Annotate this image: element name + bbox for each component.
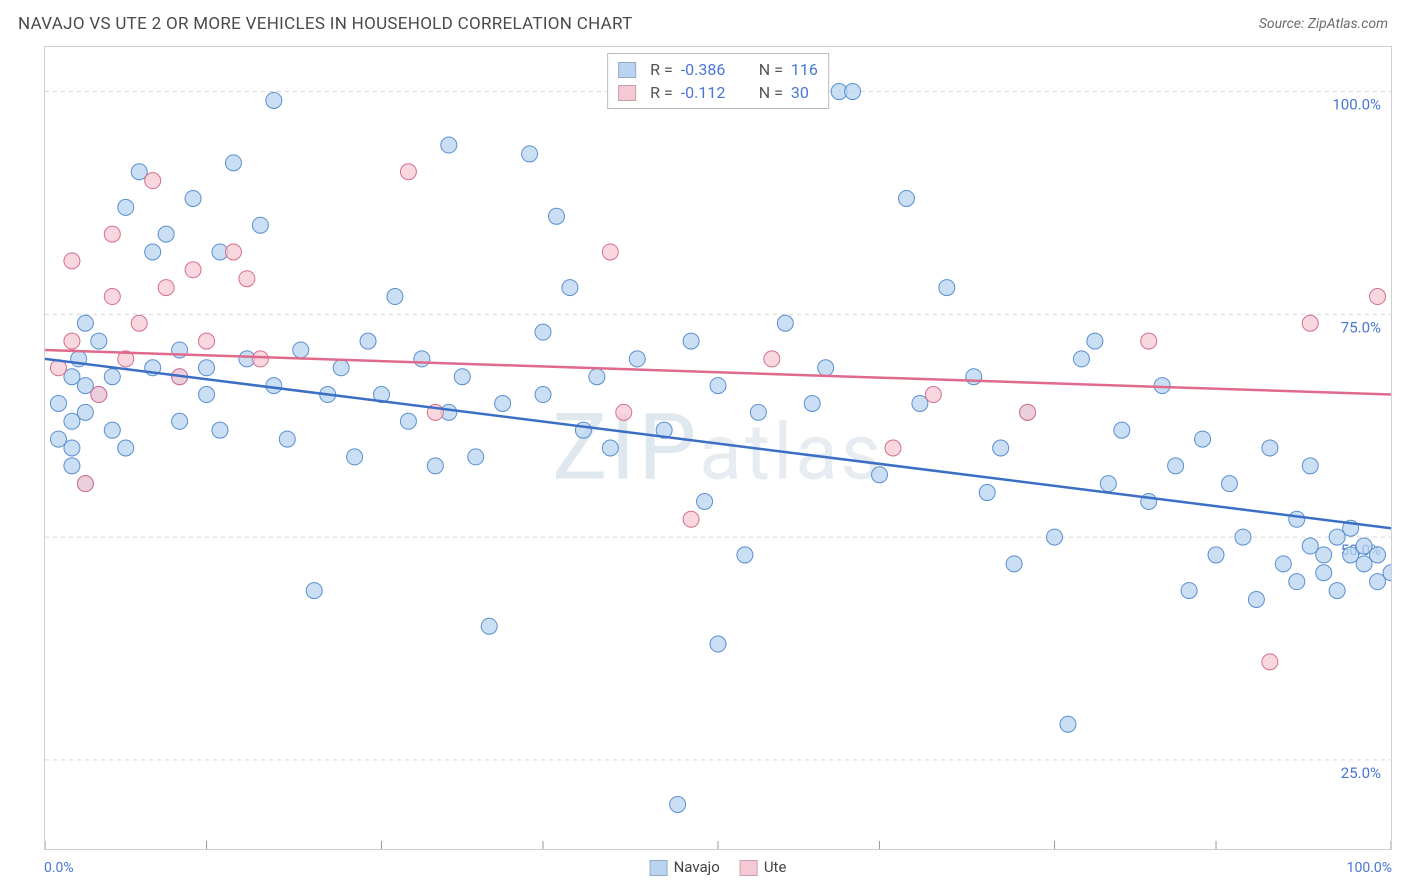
svg-text:100.0%: 100.0% (1332, 96, 1381, 114)
legend-item: Ute (740, 858, 787, 876)
legend-label: Ute (764, 858, 787, 876)
correlation-row: R = -0.112 N = 30 (618, 81, 818, 104)
chart-title: NAVAJO VS UTE 2 OR MORE VEHICLES IN HOUS… (18, 14, 633, 34)
svg-text:75.0%: 75.0% (1341, 318, 1381, 336)
scatter-plot: 25.0%50.0%75.0%100.0% (45, 47, 1391, 849)
correlation-legend: R = -0.386 N = 116R = -0.112 N = 30 (607, 53, 829, 109)
legend-swatch (618, 85, 636, 101)
source-label: Source: ZipAtlas.com (1259, 16, 1388, 32)
chart-area: ZIPatlas 25.0%50.0%75.0%100.0% R = -0.38… (44, 46, 1392, 850)
legend-item: Navajo (650, 858, 720, 876)
x-axis-min-label: 0.0% (44, 860, 74, 876)
legend-swatch (618, 62, 636, 78)
legend-label: Navajo (674, 858, 720, 876)
svg-text:25.0%: 25.0% (1341, 764, 1381, 782)
series-legend: Navajo Ute (650, 858, 787, 876)
correlation-row: R = -0.386 N = 116 (618, 58, 818, 81)
legend-swatch (650, 860, 668, 876)
legend-swatch (740, 860, 758, 876)
x-axis-max-label: 100.0% (1347, 860, 1392, 876)
